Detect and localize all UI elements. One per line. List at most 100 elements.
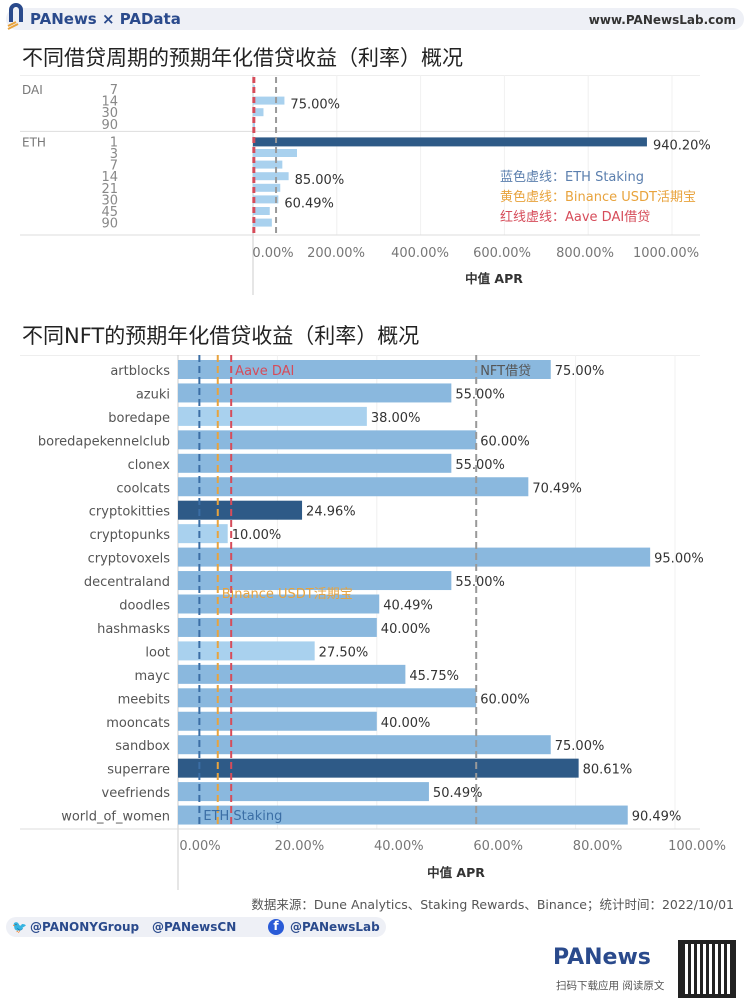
data-label: 60.00%: [480, 434, 530, 449]
bar: [253, 119, 255, 128]
data-label: 27.50%: [319, 645, 369, 660]
x-tick-label: 200.00%: [307, 246, 365, 261]
data-label: 60.49%: [284, 196, 334, 211]
category-label: artblocks: [110, 364, 170, 379]
site-link[interactable]: www.PANewsLab.com: [588, 13, 736, 27]
panews-logo-icon: [7, 3, 23, 30]
category-label: mooncats: [106, 716, 170, 731]
chart2-title: 不同NFT的预期年化借贷收益（利率）概况: [22, 324, 420, 348]
data-label: 10.00%: [232, 528, 282, 543]
data-label: 940.20%: [653, 138, 711, 153]
data-label: 70.49%: [532, 481, 582, 496]
bar: [253, 218, 272, 227]
x-tick-label: 1000.00%: [633, 246, 699, 261]
weibo-handle[interactable]: @PANewsCN: [152, 920, 237, 934]
bar: [178, 360, 551, 379]
ref-label-aave: Aave DAI: [235, 364, 294, 379]
data-label: 55.00%: [455, 575, 505, 590]
data-source: 数据来源：Dune Analytics、Staking Rewards、Bina…: [251, 897, 734, 912]
bar: [253, 96, 285, 105]
period-label: 21: [101, 182, 118, 197]
bar: [178, 406, 367, 426]
data-label: 55.00%: [455, 387, 505, 402]
bar: [178, 500, 303, 520]
bar: [253, 172, 289, 181]
bar: [178, 383, 452, 403]
bar: [253, 160, 283, 169]
x-tick-label: 60.00%: [473, 839, 523, 854]
category-label: doodles: [119, 599, 170, 614]
category-label: decentraland: [84, 575, 170, 590]
data-label: 60.00%: [480, 692, 530, 707]
data-label: 24.96%: [306, 505, 356, 520]
group-label: DAI: [22, 83, 43, 97]
ref-label-nft: NFT借贷: [480, 364, 531, 379]
data-label: 38.00%: [371, 411, 421, 426]
bar: [178, 430, 477, 450]
bar: [178, 805, 628, 825]
category-label: veefriends: [102, 786, 171, 801]
legend-item: 红线虚线：Aave DAI借贷: [500, 209, 650, 225]
bar: [178, 477, 529, 497]
category-label: azuki: [136, 387, 170, 402]
bar: [253, 195, 279, 204]
period-label: 1: [110, 135, 118, 150]
period-label: 30: [101, 193, 118, 208]
x-tick-label: 800.00%: [556, 246, 614, 261]
data-label: 80.61%: [583, 763, 633, 778]
data-label: 95.00%: [654, 552, 704, 567]
chart2: artblocks 75.00% azuki 55.00% boredape 38.00%…: [20, 355, 726, 890]
group-label: ETH: [22, 135, 46, 149]
data-label: 90.49%: [632, 810, 682, 825]
category-label: hashmasks: [97, 622, 170, 637]
period-label: 90: [101, 118, 118, 133]
twitter-handle[interactable]: @PANONYGroup: [30, 920, 140, 934]
legend-item: 蓝色虚线：ETH Staking: [500, 169, 644, 185]
bar: [178, 758, 579, 778]
data-label: 75.00%: [555, 739, 605, 754]
category-label: clonex: [128, 458, 171, 473]
bar: [178, 641, 315, 661]
chart1-title: 不同借贷周期的预期年化借贷收益（利率）概况: [22, 46, 463, 70]
data-label: 50.49%: [433, 786, 483, 801]
period-label: 90: [101, 217, 118, 232]
facebook-handle[interactable]: @PANewsLab: [290, 920, 380, 934]
bar: [178, 688, 477, 708]
header-bar: [6, 8, 744, 30]
data-label: 40.49%: [383, 599, 433, 614]
category-label: cryptokitties: [89, 505, 170, 520]
category-label: world_of_women: [61, 810, 170, 825]
data-label: 85.00%: [295, 173, 345, 188]
brand: PANews × PAData: [30, 10, 181, 28]
facebook-icon: f: [268, 919, 284, 935]
category-label: cryptopunks: [89, 528, 170, 543]
period-label: 30: [101, 106, 118, 121]
bar: [178, 711, 377, 731]
data-label: 55.00%: [455, 458, 505, 473]
ref-label-eth: ETH Staking: [203, 809, 282, 824]
bar: [178, 782, 429, 802]
data-label: 75.00%: [555, 364, 605, 379]
bar: [178, 524, 228, 544]
data-label: 75.00%: [290, 98, 340, 113]
period-label: 14: [101, 170, 118, 185]
bar: [178, 594, 380, 614]
category-label: meebits: [118, 692, 171, 707]
category-label: superrare: [107, 763, 170, 778]
app-cta: 扫码下载应用 阅读原文: [556, 980, 665, 992]
bar: [253, 183, 281, 192]
x-tick-label: 100.00%: [668, 839, 726, 854]
x-tick-label: 20.00%: [275, 839, 325, 854]
period-label: 45: [101, 205, 118, 220]
qr-code[interactable]: [678, 940, 736, 998]
x-tick-label: 0.00%: [252, 246, 293, 261]
x-tick-label: 40.00%: [374, 839, 424, 854]
social-bar: 🐦 @PANONYGroup @PANewsCN f @PANewsLab: [6, 917, 386, 937]
bar: [253, 207, 270, 215]
bar: [178, 664, 406, 684]
app-brand: PANews: [553, 945, 651, 970]
period-label: 7: [110, 83, 118, 98]
bar: [178, 617, 377, 637]
twitter-icon: 🐦: [12, 920, 27, 934]
